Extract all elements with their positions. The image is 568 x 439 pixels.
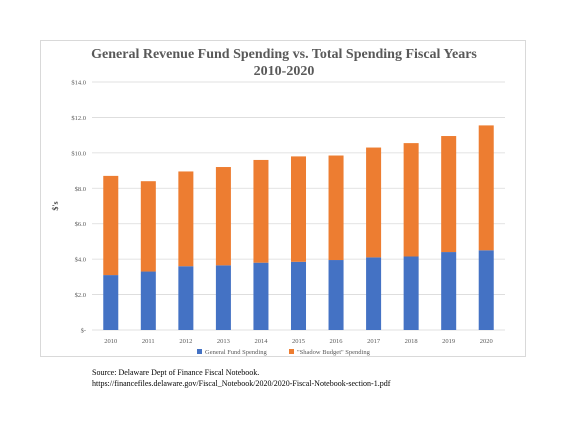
bar-shadow-budget-2015 <box>290 156 307 262</box>
bar-general-fund-2013 <box>215 265 231 330</box>
x-tick-label: 2012 <box>179 338 192 345</box>
bar-general-fund-2014 <box>253 262 269 330</box>
y-tick-label: $6.0 <box>75 221 86 228</box>
legend-swatch <box>197 349 202 354</box>
bar-shadow-budget-2010 <box>103 175 119 276</box>
x-tick-label: 2020 <box>480 338 493 345</box>
bar-shadow-budget-2019 <box>441 136 457 253</box>
bar-shadow-budget-2018 <box>403 143 419 257</box>
bar-shadow-budget-2014 <box>253 159 269 263</box>
source-note: Source: Delaware Dept of Finance Fiscal … <box>92 368 390 389</box>
bar-shadow-budget-2016 <box>328 155 344 261</box>
y-tick-label: $8.0 <box>75 186 86 193</box>
x-tick-label: 2019 <box>442 338 455 345</box>
bar-shadow-budget-2012 <box>178 171 194 267</box>
y-tick-label: $4.0 <box>75 257 86 264</box>
bar-general-fund-2016 <box>328 260 344 330</box>
x-tick-label: 2011 <box>142 338 155 345</box>
chart-title-line-2: 2010-2020 <box>254 64 315 79</box>
source-line-1: Source: Delaware Dept of Finance Fiscal … <box>92 368 260 377</box>
chart-frame <box>40 40 526 357</box>
source-line-2: https://financefiles.delaware.gov/Fiscal… <box>92 378 391 388</box>
bar-shadow-budget-2011 <box>140 181 156 272</box>
legend-label: "Shadow Budget" Spending <box>297 349 371 356</box>
x-tick-label: 2010 <box>104 338 117 345</box>
x-tick-label: 2013 <box>217 338 230 345</box>
x-tick-label: 2015 <box>292 338 305 345</box>
bar-shadow-budget-2013 <box>215 167 231 266</box>
x-tick-label: 2014 <box>254 338 268 345</box>
y-tick-label: $- <box>81 328 86 335</box>
chart-title-line-1: General Revenue Fund Spending vs. Total … <box>91 47 477 62</box>
y-tick-label: $12.0 <box>71 115 86 122</box>
legend-swatch <box>289 349 294 354</box>
bar-general-fund-2015 <box>290 261 307 330</box>
y-tick-label: $2.0 <box>75 292 86 299</box>
bar-general-fund-2020 <box>478 250 494 330</box>
x-tick-label: 2016 <box>330 338 344 345</box>
y-tick-label: $10.0 <box>71 150 86 157</box>
bar-general-fund-2018 <box>403 256 419 330</box>
bar-general-fund-2012 <box>178 266 194 330</box>
x-tick-label: 2018 <box>405 338 418 345</box>
y-axis-label: $'s <box>51 201 60 210</box>
bar-shadow-budget-2017 <box>366 147 382 258</box>
bar-general-fund-2011 <box>140 271 156 330</box>
x-tick-label: 2017 <box>367 338 381 345</box>
bar-general-fund-2010 <box>103 275 119 330</box>
bar-shadow-budget-2020 <box>478 125 494 251</box>
legend-label: General Fund Spending <box>205 349 267 356</box>
bar-general-fund-2017 <box>366 257 382 330</box>
bar-general-fund-2019 <box>441 252 457 330</box>
y-tick-label: $14.0 <box>71 80 86 87</box>
